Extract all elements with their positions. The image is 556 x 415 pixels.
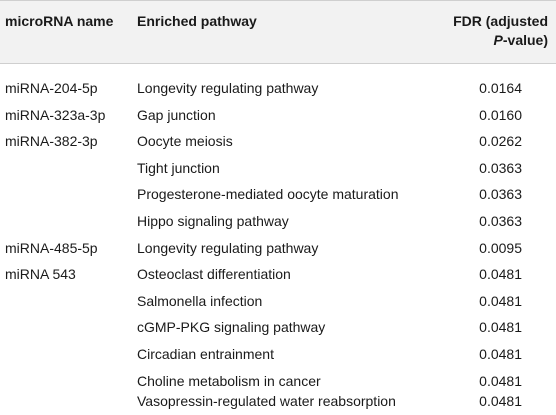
table-row: miRNA-382-3p Oocyte meiosis 0.0262 — [0, 128, 556, 155]
cell-fdr: 0.0095 — [479, 239, 522, 256]
cell-pathway: Vasopressin-regulated water reabsorption — [137, 393, 396, 409]
cell-fdr: 0.0160 — [479, 106, 522, 123]
cell-pathway: Hippo signaling pathway — [137, 213, 289, 229]
cell-fdr: 0.0481 — [479, 319, 522, 336]
cell-fdr: 0.0363 — [479, 213, 522, 229]
table-header: microRNA name Enriched pathway FDR (adju… — [0, 0, 556, 64]
table-row: Tight junction 0.0363 — [0, 155, 556, 182]
cell-fdr: 0.0481 — [479, 346, 522, 362]
cell-fdr: 0.0481 — [479, 266, 522, 283]
cell-pathway: Osteoclast differentiation — [137, 266, 291, 283]
cell-microrna-name: miRNA-204-5p — [5, 80, 98, 96]
cell-fdr: 0.0481 — [479, 393, 522, 409]
cell-microrna-name: miRNA-382-3p — [5, 133, 98, 150]
cell-pathway: Salmonella infection — [137, 292, 263, 309]
cell-pathway: Longevity regulating pathway — [137, 239, 319, 256]
cell-microrna-name: miRNA-323a-3p — [5, 106, 106, 123]
table-row: Choline metabolism in cancer 0.0481 — [0, 368, 556, 395]
table-row: miRNA 543 Osteoclast differentiation 0.0… — [0, 261, 556, 288]
cell-fdr: 0.0363 — [479, 159, 522, 176]
table-row: Hippo signaling pathway 0.0363 — [0, 208, 556, 235]
cell-fdr: 0.0164 — [479, 80, 522, 96]
cell-fdr: 0.0262 — [479, 133, 522, 150]
table-row: Circadian entrainment 0.0481 — [0, 341, 556, 368]
table-row: Progesterone-mediated oocyte maturation … — [0, 181, 556, 208]
cell-pathway: Progesterone-mediated oocyte maturation — [137, 186, 399, 203]
header-fdr-p: P — [493, 32, 503, 48]
table-row: Vasopressin-regulated water reabsorption… — [0, 388, 556, 415]
table-row: miRNA-485-5p Longevity regulating pathwa… — [0, 235, 556, 262]
table-row: cGMP-PKG signaling pathway 0.0481 — [0, 314, 556, 341]
cell-fdr: 0.0363 — [479, 186, 522, 203]
header-enriched-pathway: Enriched pathway — [137, 13, 257, 29]
cell-pathway: Oocyte meiosis — [137, 133, 233, 150]
cell-microrna-name: miRNA 543 — [5, 266, 76, 283]
cell-pathway: Tight junction — [137, 159, 220, 176]
header-fdr-line1: FDR (adjusted — [453, 13, 548, 29]
cell-pathway: Gap junction — [137, 106, 216, 123]
header-microrna-name: microRNA name — [5, 13, 114, 29]
cell-pathway: Longevity regulating pathway — [137, 80, 319, 96]
table-row: Salmonella infection 0.0481 — [0, 288, 556, 315]
cell-pathway: cGMP-PKG signaling pathway — [137, 319, 326, 336]
table-row: miRNA-204-5p Longevity regulating pathwa… — [0, 75, 556, 102]
header-fdr-rest: -value) — [502, 32, 548, 48]
cell-fdr: 0.0481 — [479, 372, 522, 389]
cell-pathway: Circadian entrainment — [137, 346, 274, 362]
cell-microrna-name: miRNA-485-5p — [5, 239, 98, 256]
table-row: miRNA-323a-3p Gap junction 0.0160 — [0, 102, 556, 129]
cell-fdr: 0.0481 — [479, 292, 522, 309]
header-fdr-line2: P-value) — [453, 31, 548, 50]
header-fdr: FDR (adjusted P-value) — [453, 12, 548, 50]
cell-pathway: Choline metabolism in cancer — [137, 372, 321, 389]
